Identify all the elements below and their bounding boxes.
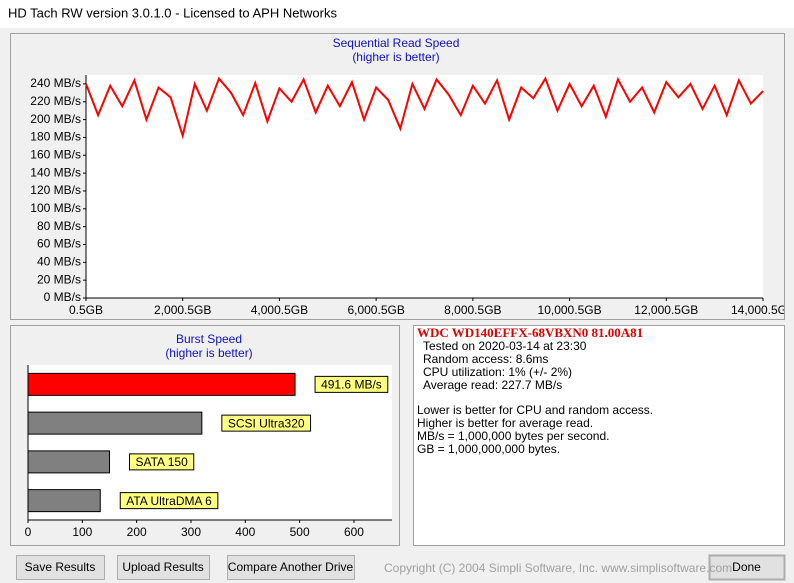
button-label[interactable]: Upload Results [122,560,203,574]
x-tick-label: 200 [127,525,147,539]
read-line [85,76,764,140]
plot-area [86,75,763,298]
button-label[interactable]: Done [732,560,761,574]
x-tick-label: 14,000.5GB [731,303,794,317]
bar [27,372,296,396]
button[interactable] [16,555,105,580]
bar [27,411,203,435]
x-tick-label: 0.5GB [69,303,103,317]
x-tick-label: 400 [235,525,255,539]
info-panel [413,325,785,546]
x-tick-label: 100 [72,525,92,539]
bar-label: 491.6 MB/s [321,378,382,392]
detail-line: Random access: 8.6ms [423,352,548,366]
label-box [119,492,219,510]
read-chart: Sequential Read Speed (higher is better)… [30,36,794,317]
bar-label: ATA UltraDMA 6 [126,494,212,508]
y-tick-label: 0 MB/s [44,290,81,304]
detail-line: Tested on 2020-03-14 at 23:30 [423,339,587,353]
bar-label: SCSI Ultra320 [228,416,305,430]
note-line: MB/s = 1,000,000 bytes per second. [417,429,609,443]
label-box [314,375,389,393]
detail-line: Average read: 227.7 MB/s [423,378,562,392]
label-box [128,453,195,471]
y-tick-label: 80 MB/s [37,219,81,233]
bar [27,450,110,474]
button-label[interactable]: Save Results [25,560,96,574]
copyright: Copyright (C) 2004 Simpli Software, Inc.… [384,561,732,575]
x-tick-label: 500 [290,525,310,539]
x-tick-label: 4,000.5GB [251,303,308,317]
title-bar [0,0,794,28]
chart-title: Burst Speed [176,332,242,346]
x-tick-label: 10,000.5GB [538,303,602,317]
chart-subtitle: (higher is better) [352,50,439,64]
x-tick-label: 600 [344,525,364,539]
x-tick-label: 6,000.5GB [347,303,404,317]
detail-line: CPU utilization: 1% (+/- 2%) [423,365,572,379]
buttons: Save Results Upload Results Compare Anothe… [16,554,786,581]
drive-name: WDC WD140EFFX-68VBXN0 81.00A81 [417,325,643,340]
chart-title: Sequential Read Speed [333,36,460,50]
chart-subtitle: (higher is better) [165,346,252,360]
window-title: HD Tach RW version 3.0.1.0 - Licensed to… [8,5,337,20]
note-line: GB = 1,000,000,000 bytes. [417,442,560,456]
x-tick-label: 0 [25,525,32,539]
y-tick-label: 120 MB/s [30,183,81,197]
button-label[interactable]: Compare Another Drive [228,560,354,574]
y-tick-label: 180 MB/s [30,130,81,144]
bar-label: SATA 150 [135,455,188,469]
info-text: WDC WD140EFFX-68VBXN0 81.00A81 Tested on… [417,325,653,456]
label-box [221,414,312,432]
button[interactable] [708,554,786,581]
y-tick-label: 60 MB/s [37,237,81,251]
bar [27,489,101,513]
x-tick-label: 12,000.5GB [634,303,698,317]
y-tick-label: 140 MB/s [30,165,81,179]
burst-chart: Burst Speed (higher is better) 0 100 200 30… [25,332,392,539]
y-tick-label: 40 MB/s [37,254,81,268]
note-line: Lower is better for CPU and random acces… [417,403,653,417]
button[interactable] [117,555,210,580]
y-tick-label: 160 MB/s [30,147,81,161]
y-tick-label: 100 MB/s [30,201,81,215]
x-tick-label: 2,000.5GB [154,303,211,317]
y-tick-label: 20 MB/s [37,272,81,286]
y-tick-label: 240 MB/s [30,76,81,90]
y-tick-label: 200 MB/s [30,112,81,126]
y-tick-label: 220 MB/s [30,94,81,108]
button[interactable] [227,555,355,580]
x-tick-label: 8,000.5GB [444,303,501,317]
note-line: Higher is better for average read. [417,416,593,430]
x-tick-label: 300 [181,525,201,539]
